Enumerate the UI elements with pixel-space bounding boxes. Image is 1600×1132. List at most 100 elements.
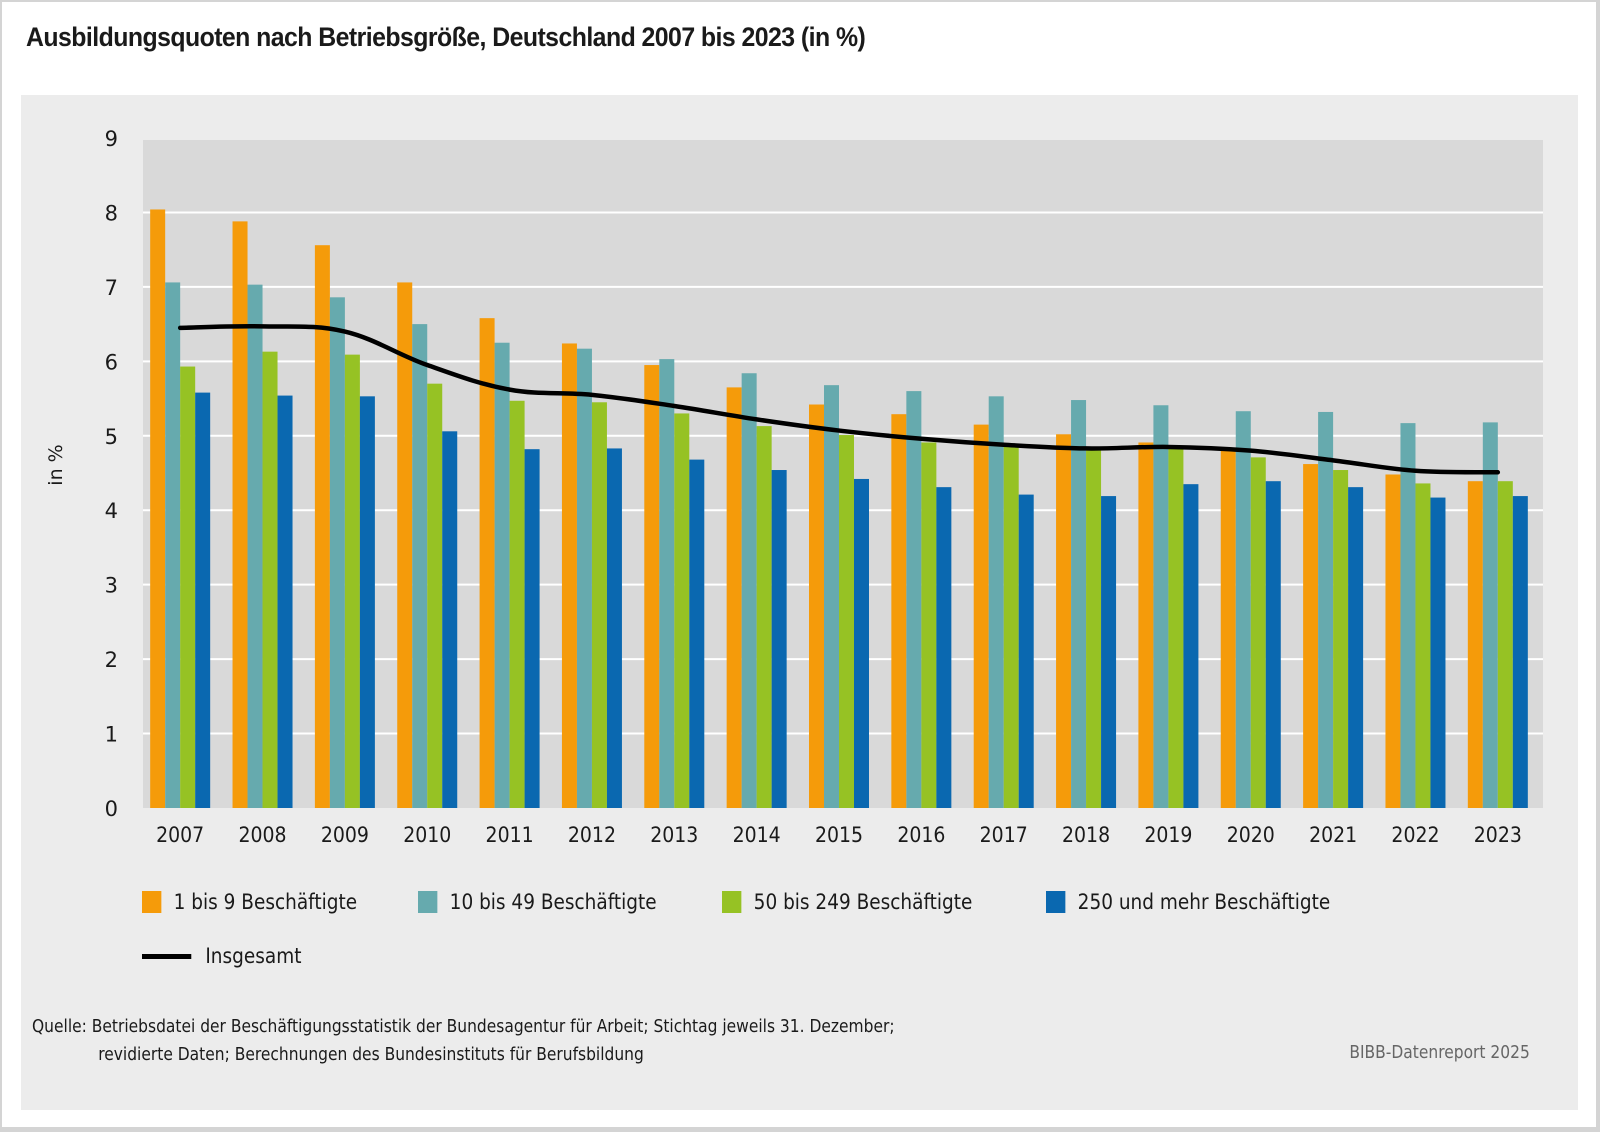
y-tick-label: 6	[105, 350, 118, 374]
bar-2014-series-2	[741, 373, 757, 808]
x-tick-label: 2014	[733, 823, 781, 847]
x-tick-label: 2008	[238, 823, 286, 847]
bar-2017-series-4	[1018, 494, 1034, 808]
bar-2013-series-4	[689, 459, 705, 808]
bar-2012-series-4	[606, 448, 622, 808]
bar-2020-series-3	[1250, 457, 1266, 808]
bar-2023-series-1	[1467, 481, 1483, 808]
bar-2011-series-2	[494, 342, 510, 808]
chart-title: Ausbildungsquoten nach Betriebsgröße, De…	[26, 22, 866, 52]
bar-2021-series-1	[1303, 464, 1319, 808]
bar-2008-series-1	[232, 221, 248, 808]
source-line-2: revidierte Daten; Berechnungen des Bunde…	[98, 1044, 644, 1065]
x-tick-label: 2013	[650, 823, 698, 847]
bar-2007-series-4	[195, 392, 211, 808]
x-tick-label: 2011	[486, 823, 534, 847]
y-tick-label: 7	[105, 276, 118, 300]
bar-2023-series-2	[1482, 422, 1498, 808]
bar-2018-series-3	[1086, 449, 1102, 808]
legend-swatch	[142, 891, 162, 913]
bar-2010-series-4	[442, 431, 458, 808]
bar-2015-series-4	[854, 478, 869, 808]
x-tick-label: 2007	[156, 823, 204, 847]
bar-2008-series-4	[277, 395, 293, 808]
bar-2017-series-1	[973, 424, 989, 808]
legend-label: 10 bis 49 Beschäftigte	[449, 890, 657, 914]
bar-2019-series-3	[1168, 446, 1184, 808]
x-tick-label: 2010	[403, 823, 451, 847]
y-tick-label: 9	[105, 127, 118, 151]
bar-2008-series-2	[247, 284, 263, 809]
legend-item-50-249: 50 bis 249 Beschäftigte	[722, 890, 972, 914]
bar-2012-series-3	[591, 402, 607, 808]
bar-2010-series-2	[412, 324, 428, 808]
bar-2020-series-2	[1235, 411, 1251, 808]
bar-2016-series-2	[906, 391, 922, 808]
bar-2022-series-1	[1385, 474, 1401, 808]
bar-2012-series-2	[576, 348, 592, 808]
bar-2009-series-1	[314, 245, 330, 808]
bar-2008-series-3	[262, 351, 278, 808]
bar-2021-series-4	[1348, 487, 1364, 808]
bar-2016-series-1	[891, 414, 907, 808]
legend-item-250-plus: 250 und mehr Beschäftigte	[1046, 890, 1330, 914]
source-note: Quelle: Betriebsdatei der Beschäftigungs…	[32, 1013, 895, 1069]
legend-item-1-9: 1 bis 9 Beschäftigte	[142, 890, 357, 914]
x-tick-label: 2018	[1062, 823, 1110, 847]
bar-2022-series-3	[1415, 483, 1431, 808]
legend-item-10-49: 10 bis 49 Beschäftigte	[418, 890, 657, 914]
bar-2022-series-4	[1430, 497, 1446, 808]
bar-2014-series-3	[756, 426, 772, 808]
bar-2016-series-3	[921, 442, 937, 808]
legend-label: 50 bis 249 Beschäftigte	[753, 890, 973, 914]
bar-2009-series-2	[329, 297, 345, 808]
bar-2012-series-1	[561, 343, 577, 808]
source-line-1: Quelle: Betriebsdatei der Beschäftigungs…	[32, 1016, 895, 1037]
x-tick-label: 2021	[1309, 823, 1357, 847]
bar-2014-series-4	[771, 470, 787, 808]
bar-2011-series-3	[509, 400, 525, 808]
x-tick-label: 2016	[897, 823, 945, 847]
bar-2017-series-3	[1003, 446, 1019, 808]
bar-2009-series-3	[344, 354, 360, 808]
bar-2020-series-4	[1265, 481, 1281, 808]
legend-line-swatch	[142, 953, 192, 959]
y-tick-label: 0	[105, 797, 118, 821]
bar-2019-series-1	[1138, 442, 1154, 808]
bar-2019-series-4	[1183, 484, 1199, 808]
bar-2018-series-2	[1071, 400, 1087, 808]
bar-2010-series-1	[397, 282, 413, 808]
x-tick-label: 2023	[1474, 823, 1522, 847]
bar-2015-series-1	[809, 404, 824, 808]
legend-swatch	[1046, 891, 1066, 913]
bar-2021-series-2	[1318, 411, 1334, 808]
legend-item-insgesamt: Insgesamt	[142, 944, 301, 968]
bar-2019-series-2	[1153, 405, 1169, 808]
bar-2020-series-1	[1220, 449, 1236, 808]
y-tick-label: 4	[105, 499, 118, 523]
x-tick-label: 2009	[321, 823, 369, 847]
bar-2023-series-4	[1512, 496, 1528, 808]
x-tick-label: 2019	[1144, 823, 1192, 847]
y-tick-label: 1	[105, 723, 118, 747]
x-tick-label: 2022	[1391, 823, 1439, 847]
y-tick-label: 5	[105, 425, 118, 449]
x-tick-label: 2015	[815, 823, 863, 847]
bar-2011-series-4	[524, 449, 540, 808]
series-line-insgesamt	[177, 323, 1501, 475]
credit: BIBB-Datenreport 2025	[1349, 1042, 1530, 1063]
bar-2009-series-4	[359, 396, 375, 808]
x-tick-label: 2020	[1227, 823, 1275, 847]
legend-swatch	[722, 891, 742, 913]
legend-label: Insgesamt	[205, 944, 302, 968]
bar-2013-series-2	[659, 359, 675, 808]
legend-swatch	[418, 891, 438, 913]
y-tick-label: 3	[105, 574, 118, 598]
bar-2010-series-3	[427, 383, 443, 808]
bar-2017-series-2	[988, 396, 1004, 808]
bar-2007-series-1	[150, 209, 166, 808]
bar-2016-series-4	[936, 487, 952, 808]
x-tick-label: 2017	[980, 823, 1028, 847]
y-tick-label: 8	[105, 201, 118, 225]
legend-label: 250 und mehr Beschäftigte	[1077, 890, 1331, 914]
